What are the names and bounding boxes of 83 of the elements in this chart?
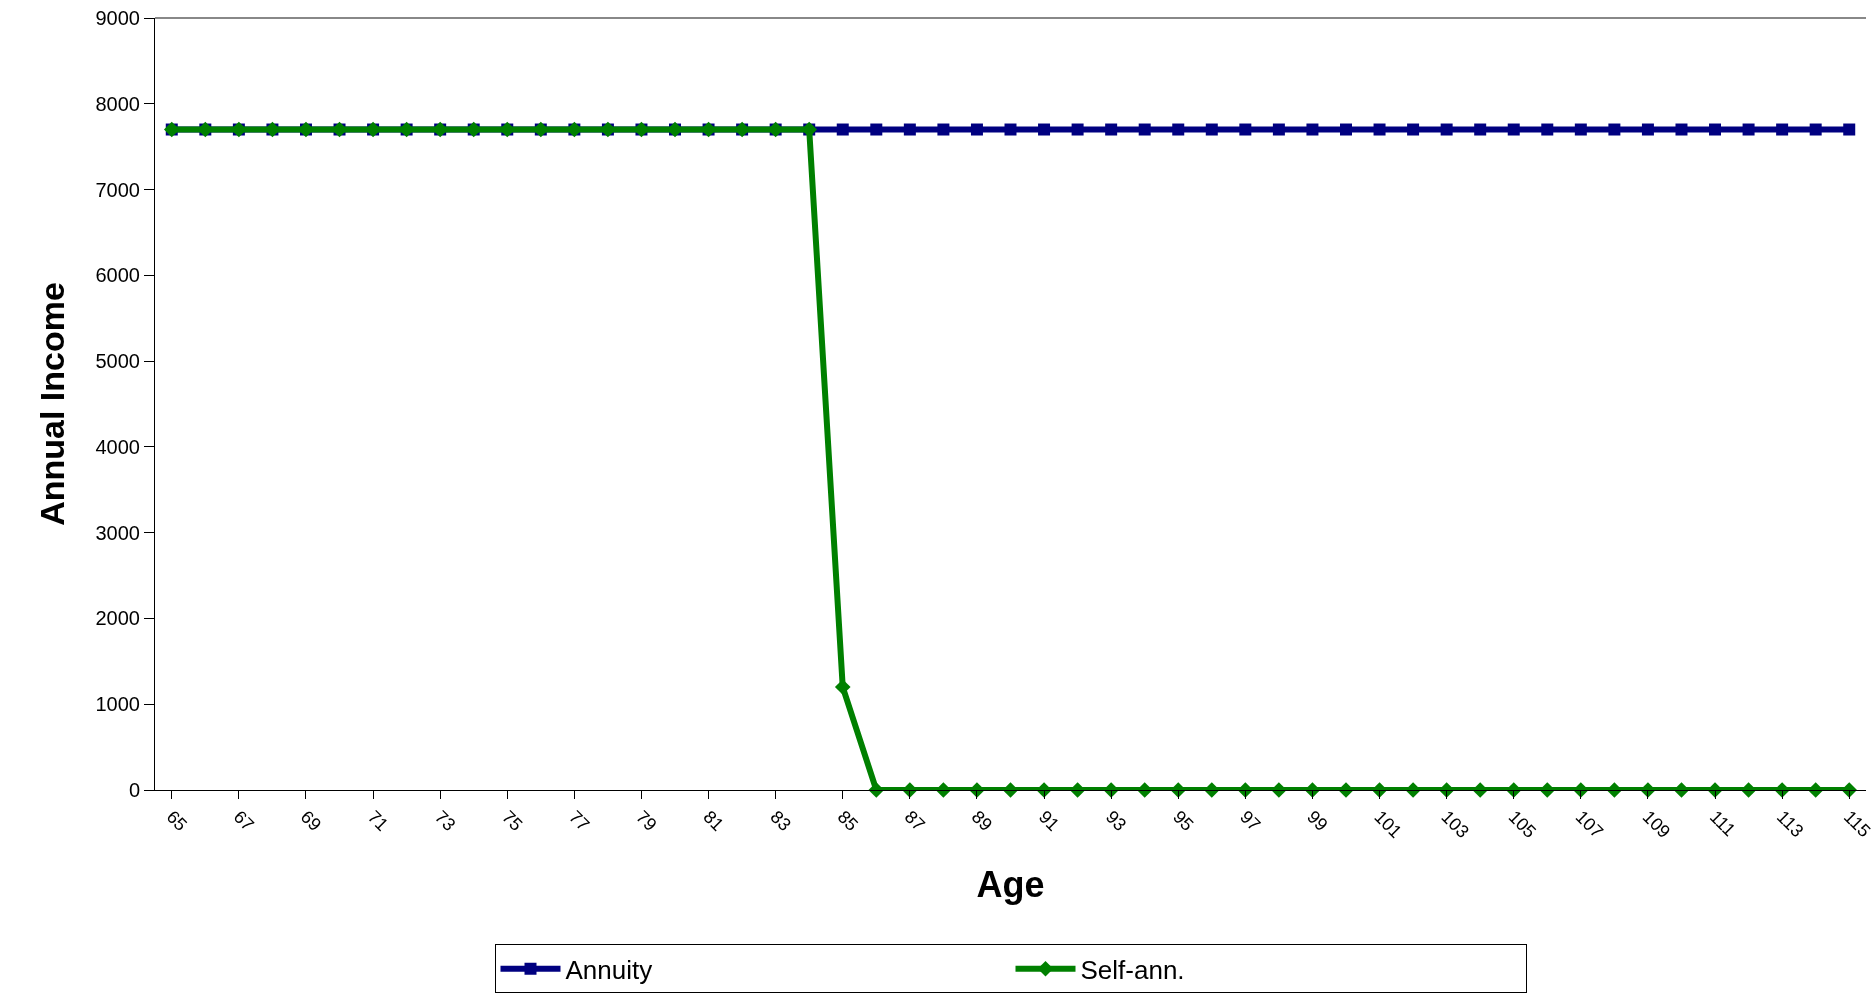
- point: [1002, 782, 1019, 798]
- x-tick-label: 85: [833, 806, 862, 835]
- point: [1004, 123, 1017, 136]
- y-tick-label: 0: [128, 779, 140, 801]
- point: [1507, 123, 1520, 136]
- y-tick-label: 9000: [95, 7, 140, 29]
- x-tick-label: 103: [1437, 806, 1473, 843]
- point: [1675, 123, 1688, 136]
- x-tick-label: 109: [1638, 806, 1675, 843]
- x-tick-label: 67: [229, 806, 258, 835]
- point: [1205, 123, 1218, 136]
- point: [1608, 123, 1621, 136]
- x-tick-label: 83: [766, 806, 795, 835]
- y-tick-label: 3000: [95, 521, 140, 544]
- point: [1272, 123, 1285, 136]
- legend-label: Self-ann.: [1080, 954, 1185, 985]
- point: [1069, 782, 1086, 798]
- y-tick-label: 5000: [95, 350, 140, 373]
- point: [1136, 782, 1153, 798]
- x-tick-label: 97: [1236, 806, 1265, 835]
- x-tick-label: 93: [1101, 806, 1131, 835]
- point: [1239, 123, 1252, 136]
- x-tick-label: 111: [1705, 806, 1740, 841]
- point: [1407, 123, 1420, 136]
- y-tick-label: 7000: [95, 178, 140, 201]
- x-tick-label: 87: [900, 806, 929, 835]
- point: [834, 679, 851, 695]
- point: [937, 123, 950, 136]
- x-tick-label: 69: [296, 806, 326, 835]
- point: [1474, 123, 1487, 136]
- point: [1105, 123, 1118, 136]
- point: [903, 123, 916, 136]
- x-axis-title: Age: [976, 863, 1045, 905]
- x-tick-label: 71: [363, 806, 393, 835]
- y-tick-label: 8000: [95, 92, 140, 115]
- point: [1709, 123, 1722, 136]
- point: [1539, 782, 1556, 798]
- x-tick-label: 81: [699, 806, 728, 835]
- point: [870, 123, 883, 136]
- point: [1807, 782, 1824, 798]
- x-tick-label: 89: [967, 806, 997, 835]
- point: [1038, 123, 1051, 136]
- point: [1606, 782, 1623, 798]
- x-tick-label: 65: [162, 806, 191, 835]
- x-tick-label: 95: [1169, 806, 1198, 835]
- point: [1440, 123, 1453, 136]
- point: [1641, 123, 1654, 136]
- x-tick-label: 105: [1504, 806, 1540, 843]
- point: [1776, 123, 1789, 136]
- point: [1843, 123, 1856, 136]
- y-tick-label: 1000: [95, 693, 140, 716]
- x-tick-label: 75: [498, 806, 527, 835]
- x-tick-label: 79: [632, 806, 661, 835]
- y-tick-label: 4000: [95, 435, 140, 458]
- point: [1742, 123, 1755, 136]
- y-tick-label: 2000: [95, 607, 140, 630]
- point: [1071, 123, 1084, 136]
- point: [935, 782, 952, 798]
- point: [1172, 123, 1185, 136]
- x-tick-label: 101: [1370, 806, 1406, 843]
- x-tick-label: 91: [1034, 806, 1064, 835]
- point: [1373, 123, 1386, 136]
- point: [970, 123, 983, 136]
- x-tick-label: 113: [1772, 806, 1808, 842]
- x-tick-label: 77: [565, 806, 594, 835]
- y-tick-label: 6000: [95, 264, 140, 287]
- x-tick-label: 73: [430, 806, 460, 835]
- legend-label: Annuity: [565, 954, 653, 985]
- point: [1306, 123, 1319, 136]
- point: [1138, 123, 1151, 136]
- point: [836, 123, 849, 136]
- point: [868, 782, 885, 798]
- point: [1541, 123, 1554, 136]
- point: [1809, 123, 1822, 136]
- y-axis-title: Annual Income: [33, 282, 72, 526]
- x-tick-label: 115: [1840, 806, 1875, 842]
- point: [1574, 123, 1587, 136]
- point: [1740, 782, 1757, 798]
- point: [1203, 782, 1220, 798]
- point: [1339, 123, 1352, 136]
- point: [1673, 782, 1690, 798]
- x-tick-label: 107: [1571, 806, 1608, 843]
- x-tick-label: 99: [1303, 806, 1332, 835]
